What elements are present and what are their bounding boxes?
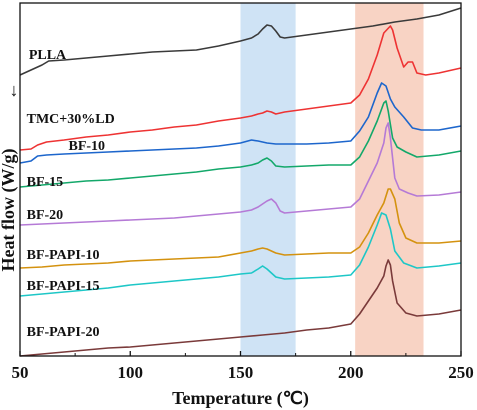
series-group — [19, 7, 462, 357]
y-axis-title: Heat flow (W/g) — [0, 149, 19, 272]
series-line-bf-papi-10 — [19, 188, 462, 269]
y-axis-arrow-icon: ↓ — [10, 80, 19, 100]
series-line-bf-20 — [19, 122, 462, 226]
x-axis-title: Temperature (℃) — [172, 388, 309, 409]
series-line-bf-15 — [19, 100, 462, 188]
x-tick-label-200: 200 — [338, 363, 364, 382]
curve-labels: PLLA TMC+30%LD BF-10 BF-15 BF-20 BF-PAPI-10 BF… — [27, 48, 115, 340]
curve-label-bf-papi-10: BF-PAPI-10 — [27, 248, 100, 263]
curve-label-tmc-30-ld: TMC+30%LD — [27, 112, 115, 127]
x-tick-label-250: 250 — [448, 363, 474, 382]
curve-label-bf-15: BF-15 — [27, 175, 64, 190]
highlight-region-1 — [240, 3, 296, 356]
x-tick-label-50: 50 — [12, 363, 29, 382]
curve-label-bf-papi-20: BF-PAPI-20 — [27, 325, 100, 340]
curve-label-bf-papi-15: BF-PAPI-15 — [27, 279, 100, 294]
series-line-plla — [19, 7, 462, 76]
series-line-bf-papi-15 — [19, 212, 462, 297]
x-tick-label-150: 150 — [228, 363, 254, 382]
y-axis-title-group: ↓ Heat flow (W/g) — [0, 80, 19, 271]
curve-label-plla: PLLA — [29, 48, 67, 63]
axes: 50 100 150 200 250 — [12, 2, 474, 382]
curve-label-bf-10: BF-10 — [69, 139, 106, 154]
series-line-tmc-30-ld — [19, 25, 462, 151]
series-line-bf-papi-20 — [19, 259, 462, 357]
x-tick-label-100: 100 — [118, 363, 144, 382]
curve-label-bf-20: BF-20 — [27, 208, 64, 223]
highlight-region-2 — [355, 3, 424, 356]
series-line-bf-10 — [19, 82, 462, 164]
